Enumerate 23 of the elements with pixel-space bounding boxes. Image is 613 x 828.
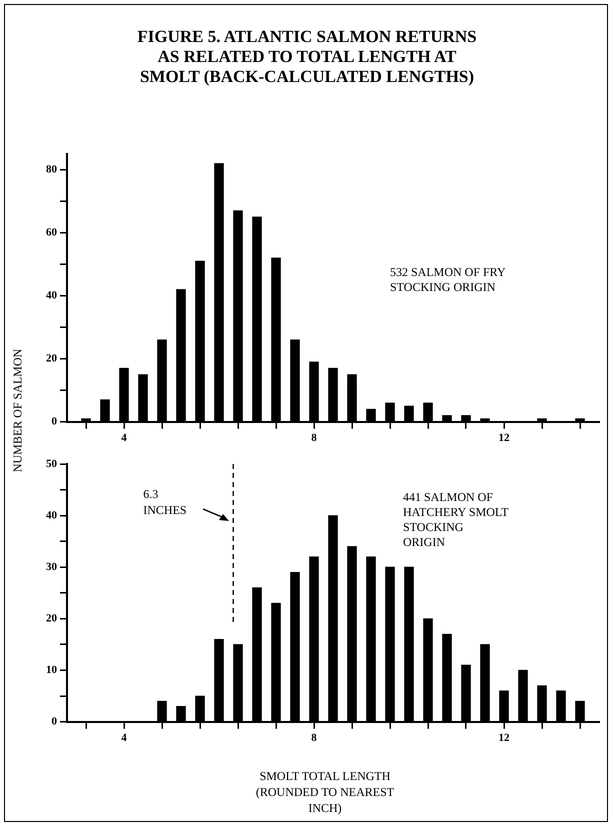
y-tick-label: 0 [52,416,58,428]
annotation: 441 SALMON OF HATCHERY SMOLT STOCKING ORIGIN [403,490,508,550]
x-tick-label: 12 [498,732,510,744]
x-tick-label: 8 [311,432,318,444]
ref-line-label: 6.3 INCHES [143,487,187,518]
y-tick-label: 10 [46,664,58,676]
y-tick-label: 50 [46,458,58,470]
y-tick-label: 40 [46,509,58,522]
y-tick-label: 20 [46,612,58,625]
x-tick-label: 8 [311,732,318,744]
chart-title: FIGURE 5. ATLANTIC SALMON RETURNS AS RELATED TO TOTAL LENGTH AT SMOLT (BACK-CALCULATED LENGTHS) [136,27,478,87]
x-tick-label: 12 [498,432,510,444]
y-tick-label: 60 [46,226,58,239]
y-tick-label: 30 [46,560,58,573]
x-tick-label: 4 [121,432,128,444]
y-tick-label: 40 [46,290,58,302]
y-tick-label: 0 [52,716,58,728]
y-axis-title: NUMBER OF SALMON [10,348,26,474]
y-tick-label: 20 [46,352,58,365]
x-tick-label: 4 [121,732,128,744]
y-tick-label: 80 [46,164,58,176]
x-axis-title: SMOLT TOTAL LENGTH (ROUNDED TO NEAREST INCH) [254,768,396,816]
annotation: 532 SALMON OF FRY STOCKING ORIGIN [390,265,506,295]
